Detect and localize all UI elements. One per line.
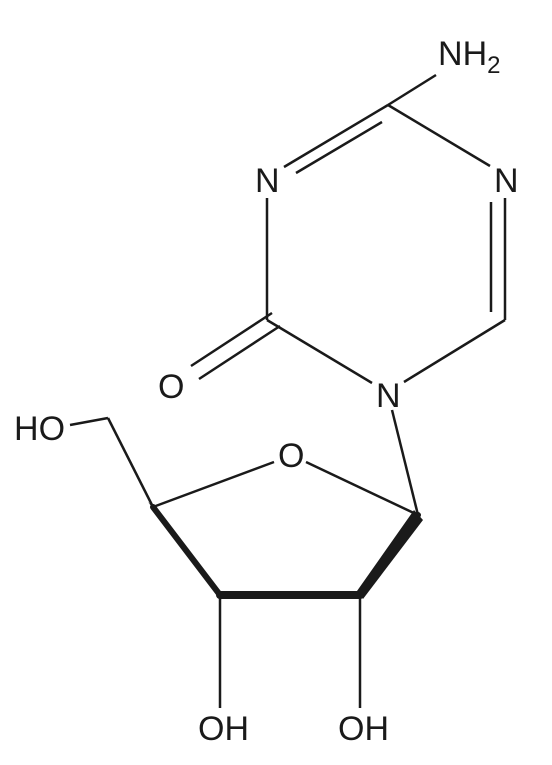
bond-ctop-nleft-2 [296, 122, 382, 173]
label-ho: HO [14, 410, 65, 448]
chemical-structure: NH2 N N N O O OH OH HO [0, 0, 552, 765]
bond-ctop-nleft-1 [284, 105, 388, 167]
bond-oring-c4 [153, 462, 274, 507]
bond-cbr-nbottom [404, 320, 505, 382]
bond-c-nh2 [388, 75, 436, 105]
bond-nbottom-c1 [392, 410, 418, 515]
label-o-ring: O [278, 437, 304, 475]
bond-cbl-nbottom [267, 320, 372, 383]
label-nh2: NH2 [438, 35, 500, 79]
label-oh-c3: OH [198, 710, 249, 748]
bond-ch2-ho [70, 418, 108, 425]
bond-c4-ch2 [108, 418, 153, 507]
label-n-bottom: N [376, 377, 401, 415]
bond-oring-c1 [306, 462, 418, 515]
label-n-right: N [494, 162, 519, 200]
label-o-ketone: O [158, 368, 184, 406]
bond-ctop-nright [388, 105, 490, 166]
label-n-left: N [255, 162, 280, 200]
wedge-right [357, 510, 423, 599]
label-oh-c2: OH [338, 710, 389, 748]
